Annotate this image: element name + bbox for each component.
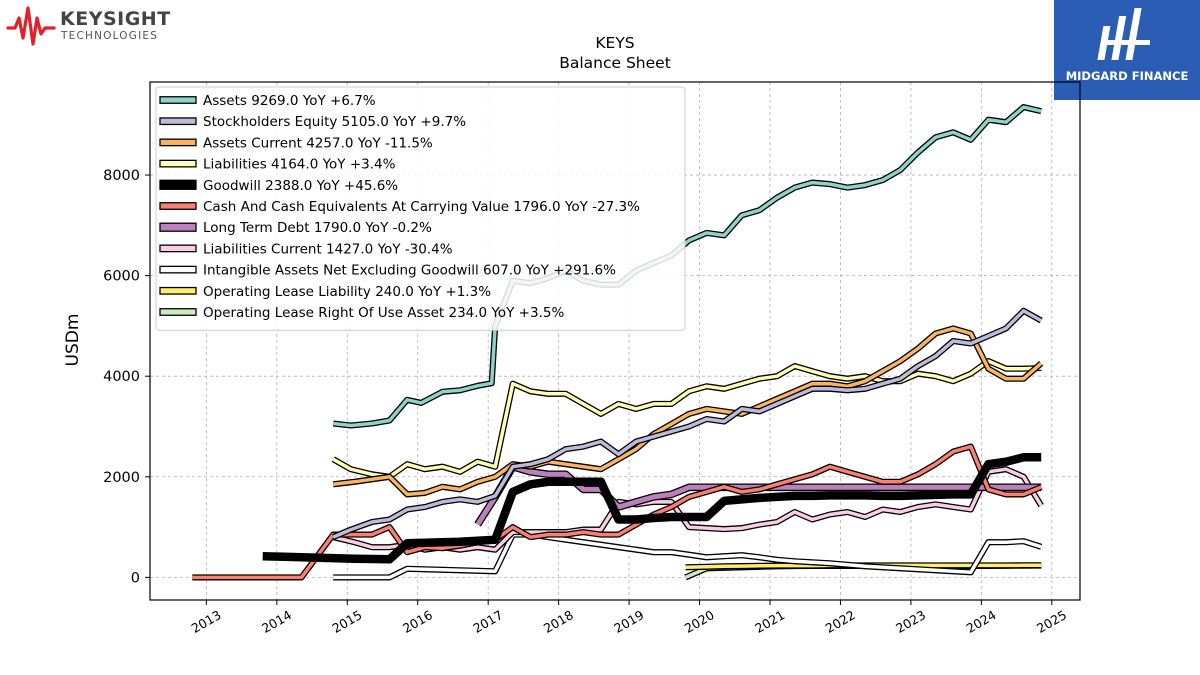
x-tick-label: 2025 (1034, 607, 1069, 636)
legend-swatch (159, 244, 197, 253)
chart-title: KEYS (595, 34, 634, 52)
series-line-liabilities-current (332, 467, 1043, 552)
x-tick-label: 2017 (470, 607, 505, 636)
x-tick-label: 2020 (682, 607, 717, 636)
legend-box (155, 86, 686, 331)
legend-swatch (159, 179, 197, 190)
legend-entry: Assets Current 4257.0 YoY -11.5% (203, 135, 433, 151)
midgard-emblem-icon (1097, 8, 1150, 60)
y-tick-label: 8000 (103, 168, 140, 184)
legend-entry: Operating Lease Liability 240.0 YoY +1.3… (203, 284, 491, 300)
legend-entry: Goodwill 2388.0 YoY +45.6% (203, 178, 398, 194)
legend-swatch (159, 117, 197, 126)
x-tick-label: 2021 (752, 607, 787, 636)
x-tick-label: 2016 (400, 607, 435, 636)
keysight-wave-icon (6, 6, 56, 46)
y-axis-label: USDm (63, 314, 83, 367)
series-line-assets-current (332, 326, 1043, 497)
legend-entry: Intangible Assets Net Excluding Goodwill… (203, 263, 616, 279)
x-tick-label: 2023 (893, 607, 928, 636)
y-tick-label: 0 (131, 570, 140, 586)
series-line-stockholders-equity (332, 309, 1043, 539)
x-tick-label: 2024 (964, 607, 999, 636)
legend-entry: Liabilities Current 1427.0 YoY -30.4% (203, 241, 453, 257)
x-tick-label: 2018 (541, 607, 576, 636)
legend-entry: Stockholders Equity 5105.0 YoY +9.7% (203, 114, 466, 130)
x-tick-label: 2019 (611, 607, 646, 636)
legend-entry: Liabilities 4164.0 YoY +3.4% (203, 157, 396, 173)
legend-swatch (159, 159, 197, 168)
y-tick-label: 4000 (103, 369, 140, 385)
company-subtitle: TECHNOLOGIES (61, 30, 159, 42)
legend-entry: Assets 9269.0 YoY +6.7% (203, 93, 376, 109)
series-outline-liabilities-current (332, 466, 1044, 553)
partner-name: MIDGARD FINANCE (1065, 69, 1189, 83)
midgard-finance-logo: MIDGARD FINANCE (1054, 0, 1200, 100)
legend-swatch (159, 265, 197, 274)
legend-swatch (159, 222, 197, 232)
y-tick-label: 2000 (103, 470, 140, 486)
series-line-goodwill (262, 453, 1042, 564)
x-tick-label: 2022 (823, 607, 858, 636)
y-tick-label: 6000 (103, 269, 140, 285)
plot-frame (149, 81, 1081, 601)
legend-entry: Long Term Debt 1790.0 YoY -0.2% (203, 220, 432, 236)
keysight-logo: KEYSIGHT TECHNOLOGIES (6, 6, 186, 46)
series-line-intangible-assets-net-excluding-goodwill (333, 532, 1042, 580)
x-tick-label: 2015 (329, 607, 364, 636)
legend-swatch (159, 308, 197, 316)
chart-subtitle: Balance Sheet (559, 54, 671, 72)
series-line-liabilities (332, 359, 1042, 479)
series-line-cash-and-cash-equivalents-at-carrying-value (192, 444, 1042, 580)
legend-swatch (159, 286, 197, 295)
legend-swatch (159, 138, 197, 147)
x-tick-label: 2013 (189, 607, 224, 636)
legend: Assets 9269.0 YoY +6.7% Stockholders Equi… (155, 86, 686, 331)
series-outline-liabilities (331, 358, 1042, 480)
legend-swatch (159, 202, 197, 210)
x-tick-label: 2014 (259, 607, 294, 636)
company-name: KEYSIGHT (60, 8, 171, 30)
legend-entry: Cash And Cash Equivalents At Carrying Va… (203, 199, 640, 215)
legend-swatch (159, 96, 197, 104)
legend-entry: Operating Lease Right Of Use Asset 234.0… (203, 305, 564, 321)
